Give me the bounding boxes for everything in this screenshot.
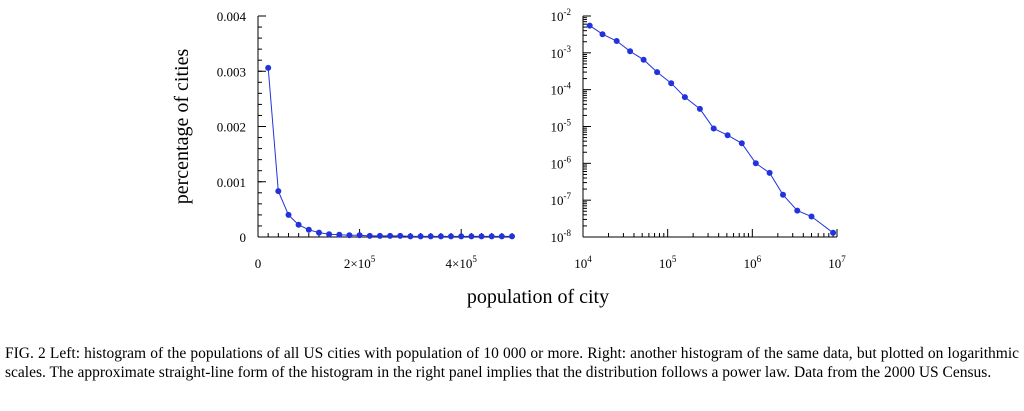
right-data-point	[830, 229, 837, 236]
right-x-tick-label: 106	[744, 254, 762, 271]
left-data-point	[417, 233, 424, 240]
right-data-point	[640, 56, 647, 63]
left-data-point	[468, 233, 475, 240]
left-data-point	[448, 233, 454, 240]
right-data-point	[766, 169, 773, 176]
right-data-point	[654, 69, 661, 76]
left-data-point	[356, 232, 363, 239]
left-data-point	[387, 232, 394, 239]
left-data-point	[427, 233, 434, 240]
left-data-point	[265, 64, 272, 71]
right-y-tick-label: 10-8	[551, 228, 572, 245]
left-data-point	[509, 233, 515, 240]
right-data-point	[586, 22, 593, 29]
left-x-tick-label: 2×105	[344, 254, 376, 271]
right-data-point	[696, 105, 703, 112]
left-data-point	[336, 231, 343, 238]
right-y-tick-label: 10-3	[551, 44, 572, 61]
left-data-point	[305, 226, 312, 233]
left-data-point	[295, 221, 302, 228]
left-data-point	[346, 232, 353, 239]
right-data-point	[668, 80, 675, 87]
left-data-point	[478, 233, 485, 240]
left-data-point	[285, 211, 292, 218]
right-y-tick-label: 10-2	[551, 7, 572, 24]
left-data-point	[316, 229, 322, 236]
right-data-point	[627, 48, 634, 55]
right-data-point	[752, 160, 759, 167]
right-x-tick-label: 104	[574, 254, 592, 271]
right-x-tick-label: 105	[659, 254, 677, 271]
right-data-point	[710, 125, 717, 132]
shared-x-axis-label: population of city	[467, 286, 609, 308]
left-y-tick-label: 0.001	[217, 175, 246, 190]
left-panel: 0 2×105 4×105 0 0.001 0.002 0.003 0.004 percenta…	[171, 9, 515, 271]
right-panel: 104 105 106 107 10-8 10-7 10-6 10-5 10-4 10-3 10-2	[551, 7, 847, 271]
right-data-point	[780, 191, 786, 198]
caption-label: FIG. 2	[5, 345, 46, 362]
right-y-tick-label: 10-6	[551, 154, 572, 171]
right-data-point	[794, 207, 801, 214]
right-y-tick-label: 10-4	[551, 81, 572, 98]
left-y-tick-label: 0.003	[217, 64, 246, 79]
left-x-tick-label: 4×105	[446, 254, 478, 271]
left-data-point	[437, 233, 444, 240]
right-data-point	[738, 140, 745, 147]
right-data-point	[808, 213, 815, 220]
left-data-point	[498, 233, 505, 240]
left-data-point	[376, 232, 383, 239]
left-data-point	[458, 233, 465, 240]
left-data-point	[366, 232, 373, 239]
right-data-point	[724, 132, 731, 139]
caption-text: Left: histogram of the populations of al…	[5, 345, 1020, 381]
left-y-tick-label: 0.002	[217, 120, 246, 135]
left-data-point	[326, 231, 333, 238]
left-data-point	[397, 232, 404, 239]
left-series-line	[267, 67, 512, 237]
left-data-point	[275, 188, 282, 195]
figure-caption: FIG. 2 Left: histogram of the population…	[5, 345, 1019, 382]
right-data-point	[599, 31, 606, 38]
right-x-tick-label: 107	[828, 254, 846, 271]
right-y-tick-label: 10-5	[551, 118, 572, 135]
right-data-point	[681, 94, 688, 101]
left-y-axis-label: percentage of cities	[171, 49, 193, 205]
left-y-tick-label: 0	[240, 230, 247, 245]
left-data-point	[488, 233, 495, 240]
right-y-tick-label: 10-7	[551, 191, 572, 208]
left-data-point	[407, 233, 414, 240]
left-y-tick-label: 0.004	[217, 9, 247, 24]
left-x-tick-label: 0	[255, 256, 262, 271]
right-data-point	[613, 38, 620, 44]
